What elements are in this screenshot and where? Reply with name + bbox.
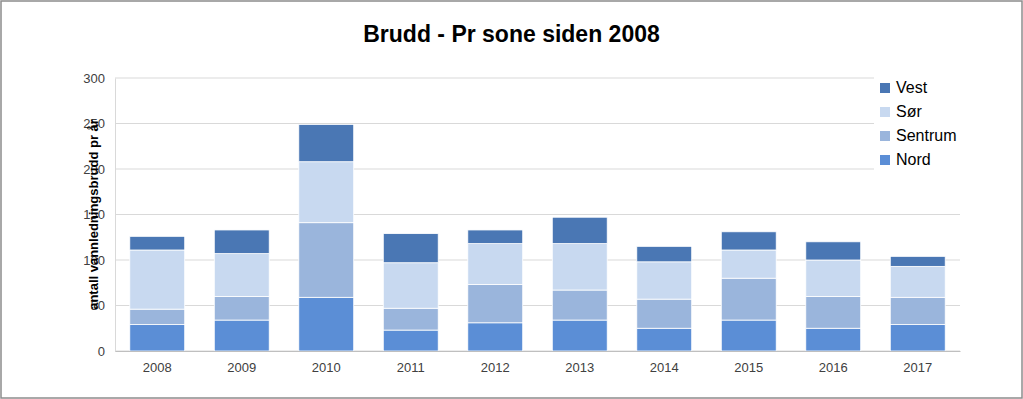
legend-label: Sør xyxy=(896,103,922,120)
bar xyxy=(468,230,523,244)
title: Brudd - Pr sone siden 2008 xyxy=(363,21,660,47)
bar xyxy=(890,266,945,297)
bar xyxy=(299,223,354,298)
tick: 2017 xyxy=(903,351,932,375)
tick: 2012 xyxy=(481,351,510,375)
bar xyxy=(721,320,776,351)
x-axis: 2008 2009 2010 2011 2012 2013 2014 2015 2016 2017 xyxy=(116,351,961,375)
tick: 2013 xyxy=(565,351,594,375)
bar xyxy=(468,285,523,323)
tick: 2011 xyxy=(397,351,425,375)
tick: 2014 xyxy=(650,351,679,375)
tick-label: 300 xyxy=(83,71,105,86)
bar xyxy=(468,244,523,285)
bar xyxy=(552,290,607,320)
tick-label: 2008 xyxy=(143,360,172,375)
tick-label: 2017 xyxy=(903,360,932,375)
bar xyxy=(299,162,354,223)
tick-label: 2014 xyxy=(650,360,679,375)
tick: 2010 xyxy=(312,351,341,375)
legend-swatch xyxy=(880,107,890,117)
bar xyxy=(130,309,185,324)
tick-label: 2011 xyxy=(397,360,425,375)
tick-label: 2013 xyxy=(565,360,594,375)
tick-label: 0 xyxy=(98,344,105,359)
bar xyxy=(721,232,776,250)
bar xyxy=(383,330,438,351)
bar xyxy=(552,320,607,351)
bar xyxy=(130,236,185,250)
bar xyxy=(468,323,523,351)
grid xyxy=(115,78,960,351)
tick-label: 2016 xyxy=(819,360,848,375)
legend-label: Sentrum xyxy=(896,127,956,144)
bar xyxy=(890,297,945,324)
tick: 2008 xyxy=(143,351,172,375)
series xyxy=(130,297,945,351)
y-axis-title: antall vannledningsbrudd pr år xyxy=(86,119,101,310)
tick-label: 2010 xyxy=(312,360,341,375)
tick-label: 2015 xyxy=(734,360,763,375)
tick: 300 xyxy=(83,71,115,86)
bar xyxy=(214,254,269,297)
bar xyxy=(130,250,185,309)
axis-line xyxy=(116,351,961,352)
tick-label: 2012 xyxy=(481,360,510,375)
series xyxy=(130,223,945,330)
bar xyxy=(806,328,861,351)
tick: 2015 xyxy=(734,351,763,375)
bar xyxy=(552,217,607,243)
chart: 0501001502002503002008200920102011201220… xyxy=(0,0,1023,399)
legend-swatch xyxy=(880,83,890,93)
bar xyxy=(383,234,438,263)
bar xyxy=(806,260,861,296)
bar xyxy=(299,297,354,351)
bar xyxy=(637,246,692,261)
bar xyxy=(806,242,861,260)
bar xyxy=(299,124,354,161)
tick: 2009 xyxy=(227,351,256,375)
chart-border xyxy=(1,1,1022,398)
grid-line xyxy=(115,169,960,170)
bar xyxy=(214,320,269,351)
grid-line xyxy=(115,123,960,124)
legend: Vest Sør Sentrum Nord xyxy=(874,74,960,174)
bar xyxy=(637,328,692,351)
bar xyxy=(552,244,607,290)
bar xyxy=(721,278,776,320)
tick: 0 xyxy=(98,344,115,359)
bar xyxy=(130,325,185,351)
bar xyxy=(214,296,269,320)
plot xyxy=(130,124,945,351)
bar xyxy=(806,296,861,328)
bar xyxy=(637,299,692,328)
axis-line xyxy=(115,79,116,352)
series xyxy=(130,124,945,266)
legend-background xyxy=(874,74,960,174)
bar xyxy=(214,230,269,254)
tick-label: 2009 xyxy=(227,360,256,375)
bar xyxy=(383,308,438,330)
y-axis: 050100150200250300 xyxy=(83,71,115,359)
bar xyxy=(383,263,438,309)
grid-line xyxy=(115,214,960,215)
bar xyxy=(721,250,776,278)
series xyxy=(130,162,945,309)
tick: 2016 xyxy=(819,351,848,375)
grid-line xyxy=(115,78,960,79)
bar xyxy=(890,325,945,351)
bar xyxy=(637,262,692,299)
legend-swatch xyxy=(880,131,890,141)
legend-label: Vest xyxy=(896,79,928,96)
bar xyxy=(890,256,945,266)
legend-label: Nord xyxy=(896,151,931,168)
legend-swatch xyxy=(880,155,890,165)
